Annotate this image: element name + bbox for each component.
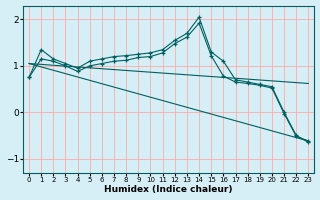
X-axis label: Humidex (Indice chaleur): Humidex (Indice chaleur) bbox=[104, 185, 233, 194]
